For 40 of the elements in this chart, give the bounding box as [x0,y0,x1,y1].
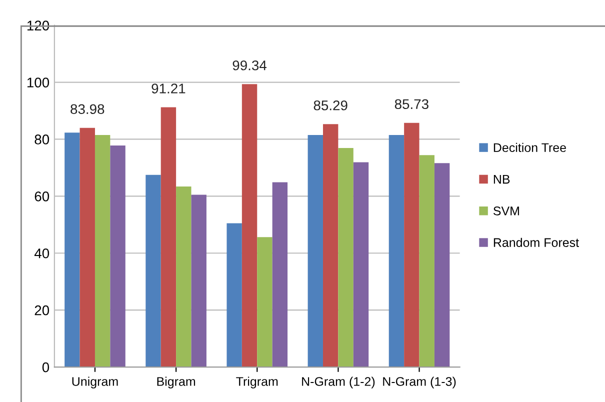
bar [338,148,354,368]
data-label: 83.98 [70,104,104,114]
data-label: 85.29 [314,100,348,110]
bar [160,107,176,368]
y-tick-label: 100 [27,78,50,88]
bar [434,163,450,368]
bar [404,122,420,368]
legend-label: NB [494,174,510,184]
bar [94,134,110,368]
bar [308,134,323,368]
bar [242,84,258,368]
bar [176,186,192,368]
bar [64,132,80,368]
y-tick-label: 40 [34,248,50,258]
bar [226,223,242,368]
x-tick-label: Unigram [72,376,118,388]
y-tick-label: 0 [42,362,50,372]
data-label: 99.34 [232,60,266,70]
bar [146,174,161,368]
y-tick-label: 20 [34,305,50,316]
bar [80,128,95,368]
legend-label: SVM [493,206,519,216]
bar [353,162,369,368]
data-label: 85.73 [394,99,428,110]
y-tick-label: 60 [34,192,50,202]
bar [272,182,288,368]
x-tick-label: N-Gram (1-3) [383,376,456,388]
bar [191,194,206,368]
x-tick-label: N-Gram (1-2) [302,376,375,388]
x-tick-label: Bigram [157,376,196,388]
bar [419,155,434,368]
data-label: 91.21 [152,84,186,94]
bar [388,134,404,368]
bar [110,145,126,368]
bar [257,237,272,368]
legend-label: Random Forest [494,238,579,248]
x-tick-label: Trigram [236,376,278,388]
y-tick-label: 80 [34,134,50,144]
legend-label: Decition Tree [494,142,566,152]
bar [322,124,338,368]
